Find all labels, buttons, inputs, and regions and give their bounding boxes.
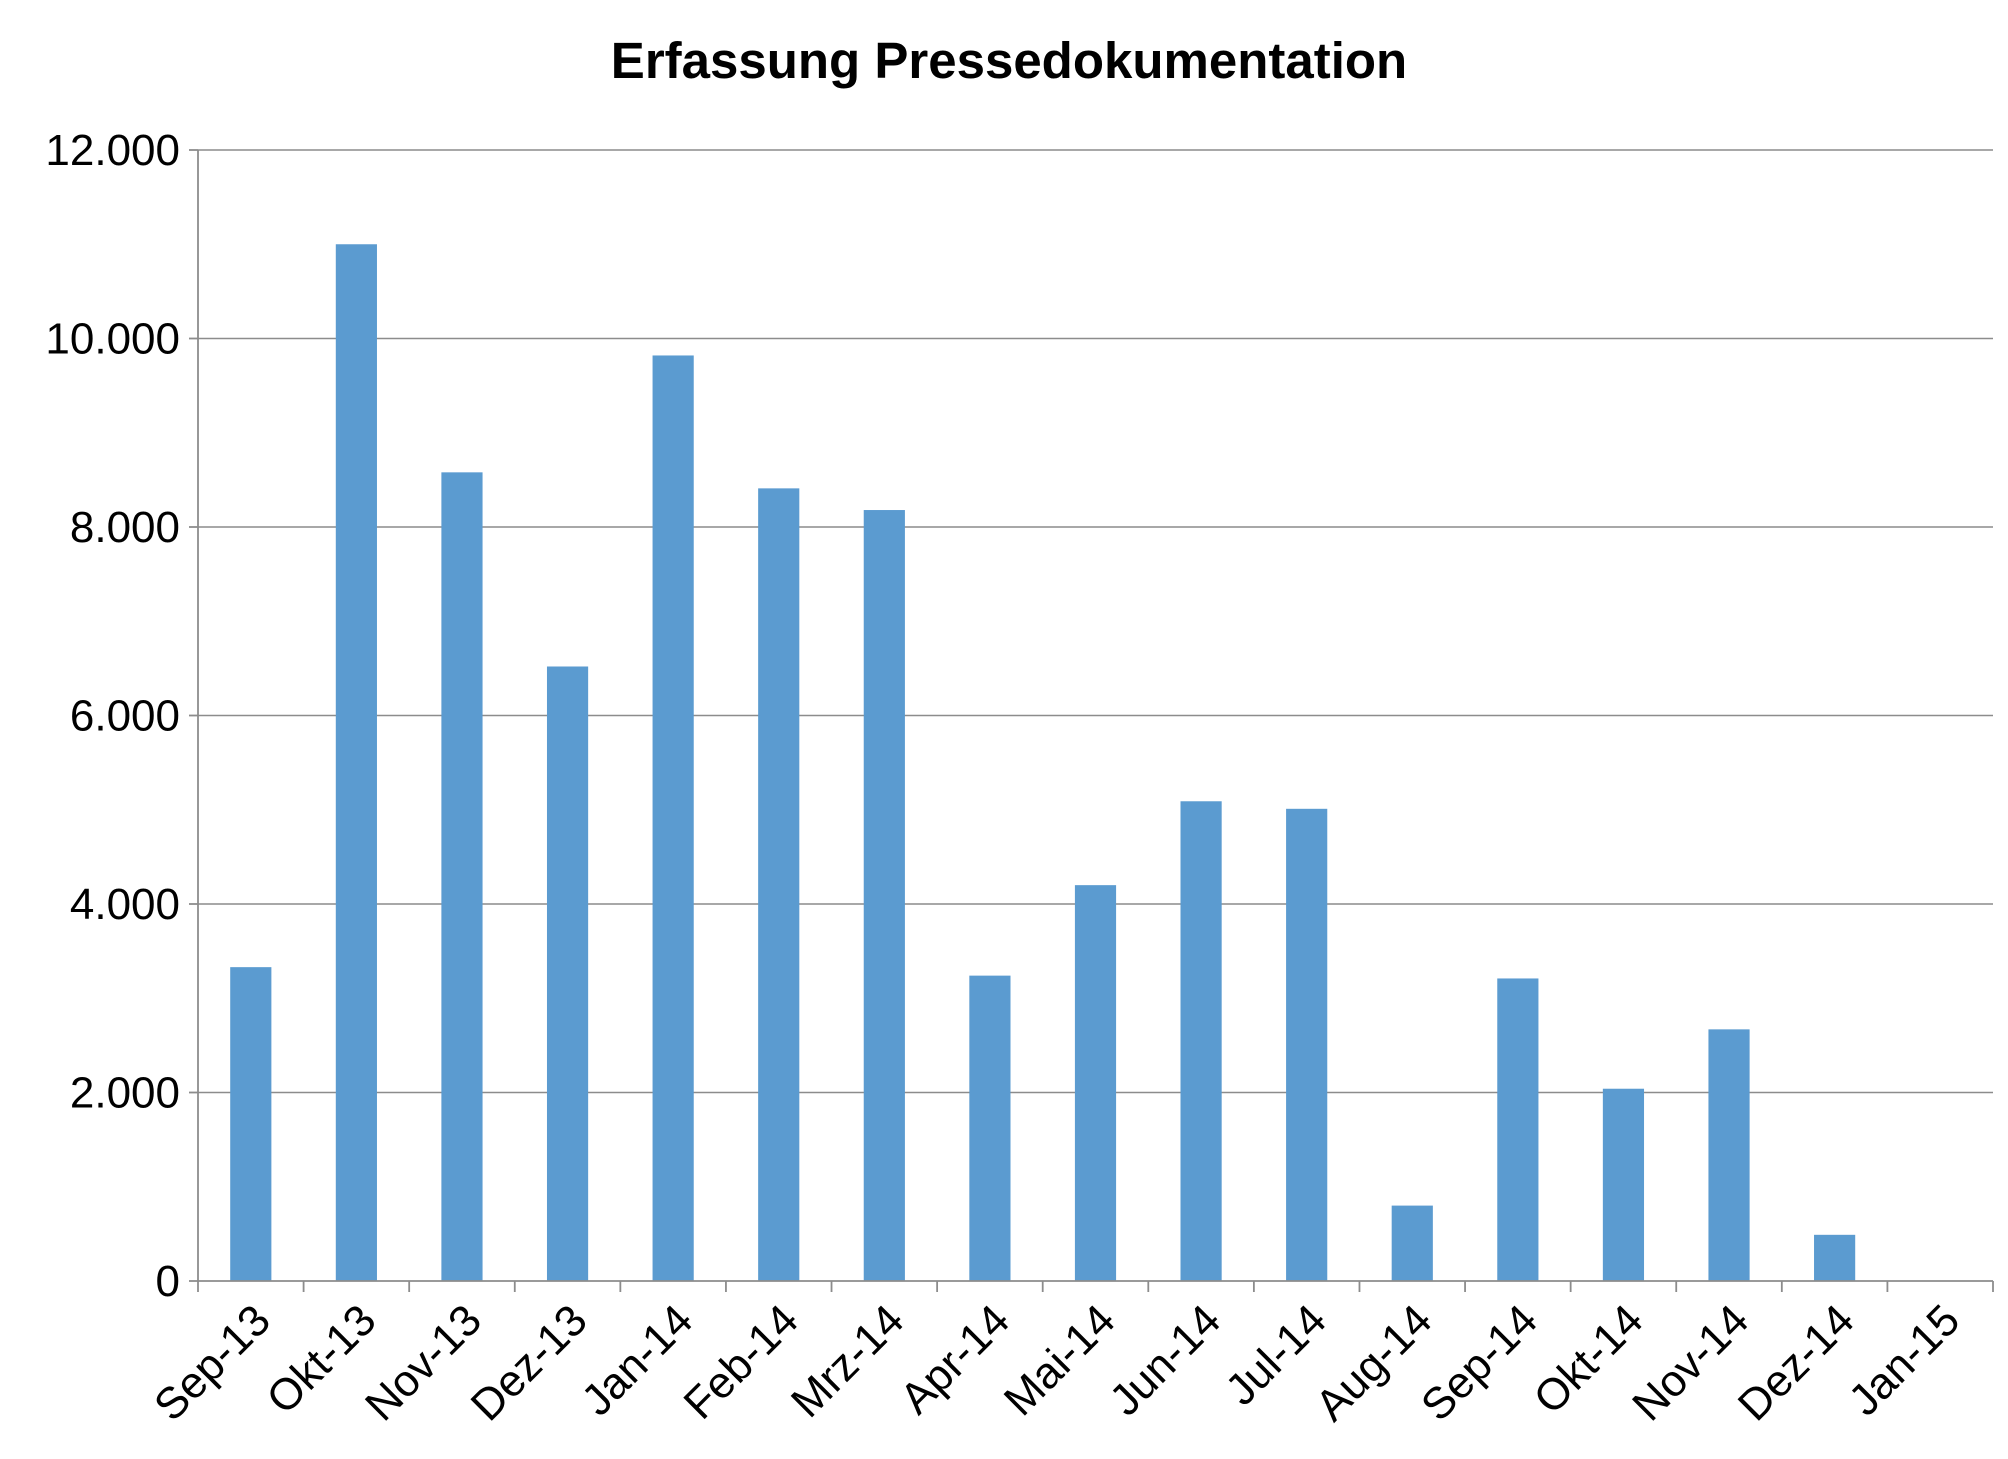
y-tick-label: 4.000 bbox=[70, 880, 180, 929]
x-tick-label: Dez-14 bbox=[1729, 1295, 1864, 1430]
chart-title: Erfassung Pressedokumentation bbox=[611, 32, 1407, 89]
x-tick-label: Jan-14 bbox=[572, 1295, 702, 1425]
bar-sep-14 bbox=[1497, 978, 1539, 1281]
bar-aug-14 bbox=[1391, 1205, 1433, 1281]
y-tick-label: 2.000 bbox=[70, 1069, 180, 1118]
bar-mai-14 bbox=[1074, 885, 1117, 1281]
x-tick-label: Mrz-14 bbox=[782, 1295, 913, 1426]
y-tick-label: 12.000 bbox=[45, 126, 180, 175]
gridlines bbox=[198, 149, 1993, 1094]
bars bbox=[230, 244, 1856, 1282]
bar-feb-14 bbox=[758, 488, 800, 1281]
bar-nov-14 bbox=[1708, 1029, 1750, 1281]
x-tick-label: Jun-14 bbox=[1100, 1295, 1230, 1425]
bar-nov-13 bbox=[441, 472, 483, 1282]
x-tick-label: Nov-13 bbox=[356, 1295, 491, 1430]
x-tick-label: Sep-14 bbox=[1412, 1295, 1547, 1430]
bar-dez-14 bbox=[1814, 1234, 1856, 1281]
bar-okt-14 bbox=[1602, 1088, 1645, 1281]
bar-sep-13 bbox=[230, 967, 272, 1281]
x-tick-label: Mai-14 bbox=[995, 1295, 1125, 1425]
bar-jun-14 bbox=[1180, 801, 1222, 1281]
y-tick-label: 8.000 bbox=[70, 503, 180, 552]
bar-dez-13 bbox=[546, 666, 589, 1281]
bar-apr-14 bbox=[969, 975, 1011, 1281]
y-tick-labels: 0 2.000 4.000 6.000 8.000 10.000 12.000 bbox=[45, 126, 180, 1306]
y-tick-label: 0 bbox=[156, 1257, 180, 1306]
x-tick-label: Apr-14 bbox=[891, 1295, 1019, 1423]
x-tick-label: Jan-15 bbox=[1839, 1295, 1969, 1425]
bar-okt-13 bbox=[335, 244, 377, 1281]
y-tick-label: 6.000 bbox=[70, 692, 180, 741]
x-tick-label: Feb-14 bbox=[675, 1295, 808, 1428]
bar-jul-14 bbox=[1286, 808, 1328, 1281]
x-tick-label: Sep-13 bbox=[145, 1295, 280, 1430]
x-tick-label: Nov-14 bbox=[1623, 1295, 1758, 1430]
bar-mrz-14 bbox=[863, 510, 905, 1281]
x-tick-label: Dez-13 bbox=[462, 1295, 597, 1430]
y-tick-label: 10.000 bbox=[45, 315, 180, 364]
x-tick-labels: Sep-13Okt-13Nov-13Dez-13Jan-14Feb-14Mrz-… bbox=[145, 1295, 1969, 1430]
bar-jan-14 bbox=[652, 355, 694, 1282]
x-tick-label: Aug-14 bbox=[1306, 1295, 1441, 1430]
axes bbox=[189, 149, 1994, 1292]
